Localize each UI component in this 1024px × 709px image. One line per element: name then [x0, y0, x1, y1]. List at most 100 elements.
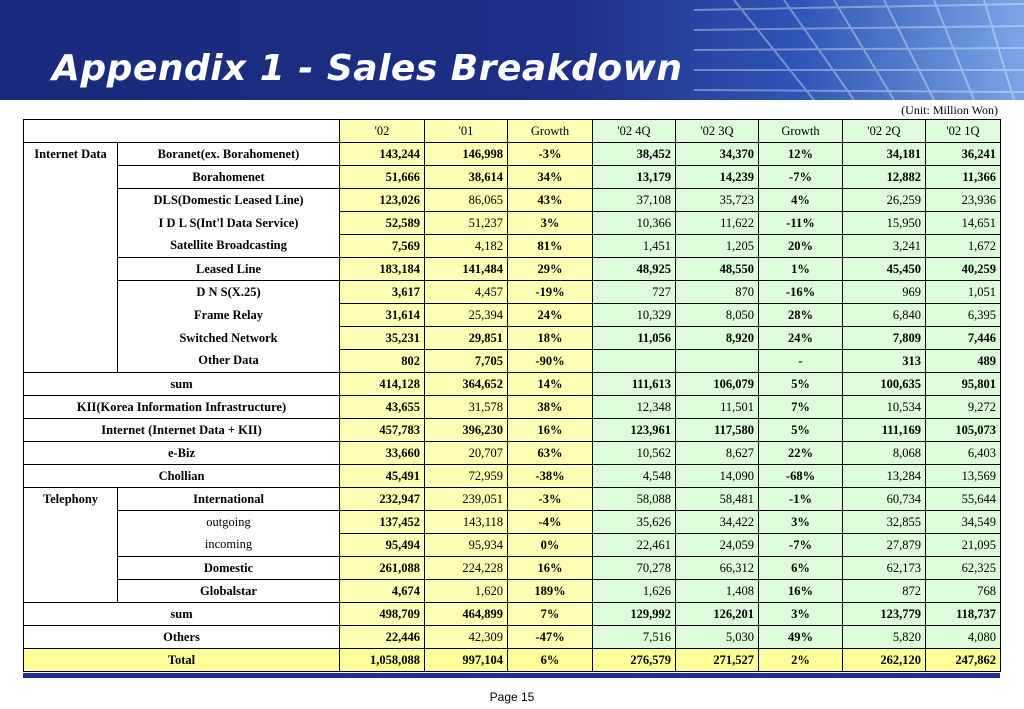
table-row: Frame Relay 31,614 25,394 24% 10,329 8,050 28%… [23, 303, 1001, 327]
table-cell: 143,244 [339, 142, 425, 166]
table-cell: 27,879 [842, 533, 926, 557]
table-cell: 18% [507, 326, 593, 350]
row-label: D N S(X.25) [117, 280, 340, 304]
table-row: Telephony International 232,947 239,051 -3% 5… [23, 487, 1001, 511]
table-cell: 3,241 [842, 234, 926, 258]
row-label: outgoing [117, 510, 340, 534]
table-cell: 1,058,088 [339, 648, 425, 672]
table-cell: -16% [758, 280, 843, 304]
table-cell: 11,622 [675, 211, 759, 235]
table-cell: 10,366 [592, 211, 676, 235]
table-cell: 38,614 [424, 165, 508, 189]
table-cell: -11% [758, 211, 843, 235]
table-cell: 8,050 [675, 303, 759, 327]
table-header-row: '02'01 Growth '02 4Q '02 3Q Growth '02 2Q '02 … [23, 119, 1001, 143]
table-cell: 26,259 [842, 188, 926, 212]
group-label [23, 280, 118, 304]
table-row: Borahomenet 51,666 38,614 34% 13,179 14,239 -7… [23, 165, 1001, 189]
table-row: Chollian 45,491 72,959 -38% 4,548 14,090 -68% 1… [23, 464, 1001, 488]
table-cell: 9,272 [925, 395, 1001, 419]
table-cell: 62,173 [842, 556, 926, 580]
table-cell: 16% [758, 579, 843, 603]
unit-note: (Unit: Million Won) [901, 103, 998, 117]
table-cell: 43,655 [339, 395, 425, 419]
table-cell: 247,862 [925, 648, 1001, 672]
table-cell: 25,394 [424, 303, 508, 327]
table-cell: 6% [507, 648, 593, 672]
row-label: Other Data [117, 349, 340, 373]
table-cell: 7,705 [424, 349, 508, 373]
table-row: DLS(Domestic Leased Line) 123,026 86,065 43… [23, 188, 1001, 212]
table-row: Domestic 261,088 224,228 16% 70,278 66,312 6% 6… [23, 556, 1001, 580]
row-label: International [117, 487, 340, 511]
table-cell: 141,484 [424, 257, 508, 281]
table-cell: 5% [758, 418, 843, 442]
table-cell: 51,237 [424, 211, 508, 235]
table-cell: 4% [758, 188, 843, 212]
table-cell: 29,851 [424, 326, 508, 350]
table-cell: 232,947 [339, 487, 425, 511]
table-row: Others 22,446 42,309 -47% 7,516 5,030 49% 5,820… [23, 625, 1001, 649]
group-label: Internet Data [23, 142, 118, 166]
table-cell: 58,088 [592, 487, 676, 511]
column-header: '02 2Q [842, 119, 926, 143]
table-row: Leased Line 183,184 141,484 29% 48,925 48,550… [23, 257, 1001, 281]
table-cell: 38,452 [592, 142, 676, 166]
table-cell: 4,182 [424, 234, 508, 258]
table-cell: 7,569 [339, 234, 425, 258]
table-cell: 70,278 [592, 556, 676, 580]
table-cell: 35,231 [339, 326, 425, 350]
table-cell: 364,652 [424, 372, 508, 396]
table-cell: 95,494 [339, 533, 425, 557]
table-row: outgoing 137,452 143,118 -4% 35,626 34,422 3% 3… [23, 510, 1001, 534]
table-cell: 58,481 [675, 487, 759, 511]
row-label: incoming [117, 533, 340, 557]
table-cell: 12,348 [592, 395, 676, 419]
table-cell: 12,882 [842, 165, 926, 189]
table-cell: 802 [339, 349, 425, 373]
table-cell: - [758, 349, 843, 373]
table-cell: 86,065 [424, 188, 508, 212]
table-cell: 768 [925, 579, 1001, 603]
table-cell: 16% [507, 418, 593, 442]
table-row: e-Biz 33,660 20,707 63% 10,562 8,627 22% 8,068 6… [23, 441, 1001, 465]
table-cell: 126,201 [675, 602, 759, 626]
table-row: KII(Korea Information Infrastructure) 43,… [23, 395, 1001, 419]
table-cell: -3% [507, 142, 593, 166]
table-cell: -7% [758, 165, 843, 189]
table-row: D N S(X.25) 3,617 4,457 -19% 727 870 -16% 969 1,… [23, 280, 1001, 304]
table-cell: 4,674 [339, 579, 425, 603]
table-cell: 6% [758, 556, 843, 580]
table-cell: 10,329 [592, 303, 676, 327]
table-row: Internet Data Boranet(ex. Borahomenet) 143… [23, 142, 1001, 166]
bottom-rule [23, 673, 1000, 678]
table-cell: 1,051 [925, 280, 1001, 304]
group-label [23, 234, 118, 258]
table-cell: 105,073 [925, 418, 1001, 442]
table-cell: 51,666 [339, 165, 425, 189]
table-cell: 14,090 [675, 464, 759, 488]
table-cell: 7,809 [842, 326, 926, 350]
table-cell: 489 [925, 349, 1001, 373]
row-label: Borahomenet [117, 165, 340, 189]
table-cell: 137,452 [339, 510, 425, 534]
table-row: I D L S(Int'l Data Service) 52,589 51,237 3… [23, 211, 1001, 235]
table-cell: 123,961 [592, 418, 676, 442]
table-cell: 1% [758, 257, 843, 281]
table-cell: 95,801 [925, 372, 1001, 396]
table-row: Satellite Broadcasting 7,569 4,182 81% 1,451… [23, 234, 1001, 258]
table-cell: 111,169 [842, 418, 926, 442]
table-cell: 63% [507, 441, 593, 465]
table-cell: 111,613 [592, 372, 676, 396]
table-cell: 4,457 [424, 280, 508, 304]
table-cell: 42,309 [424, 625, 508, 649]
table-cell: 34,181 [842, 142, 926, 166]
group-label [23, 556, 118, 580]
table-row: Other Data 802 7,705 -90% -313 489 [23, 349, 1001, 373]
table-cell: 14,651 [925, 211, 1001, 235]
table-cell: 36,241 [925, 142, 1001, 166]
row-label: Others [23, 625, 340, 649]
table-cell: 872 [842, 579, 926, 603]
column-header: '02 1Q [925, 119, 1001, 143]
row-label: Satellite Broadcasting [117, 234, 340, 258]
